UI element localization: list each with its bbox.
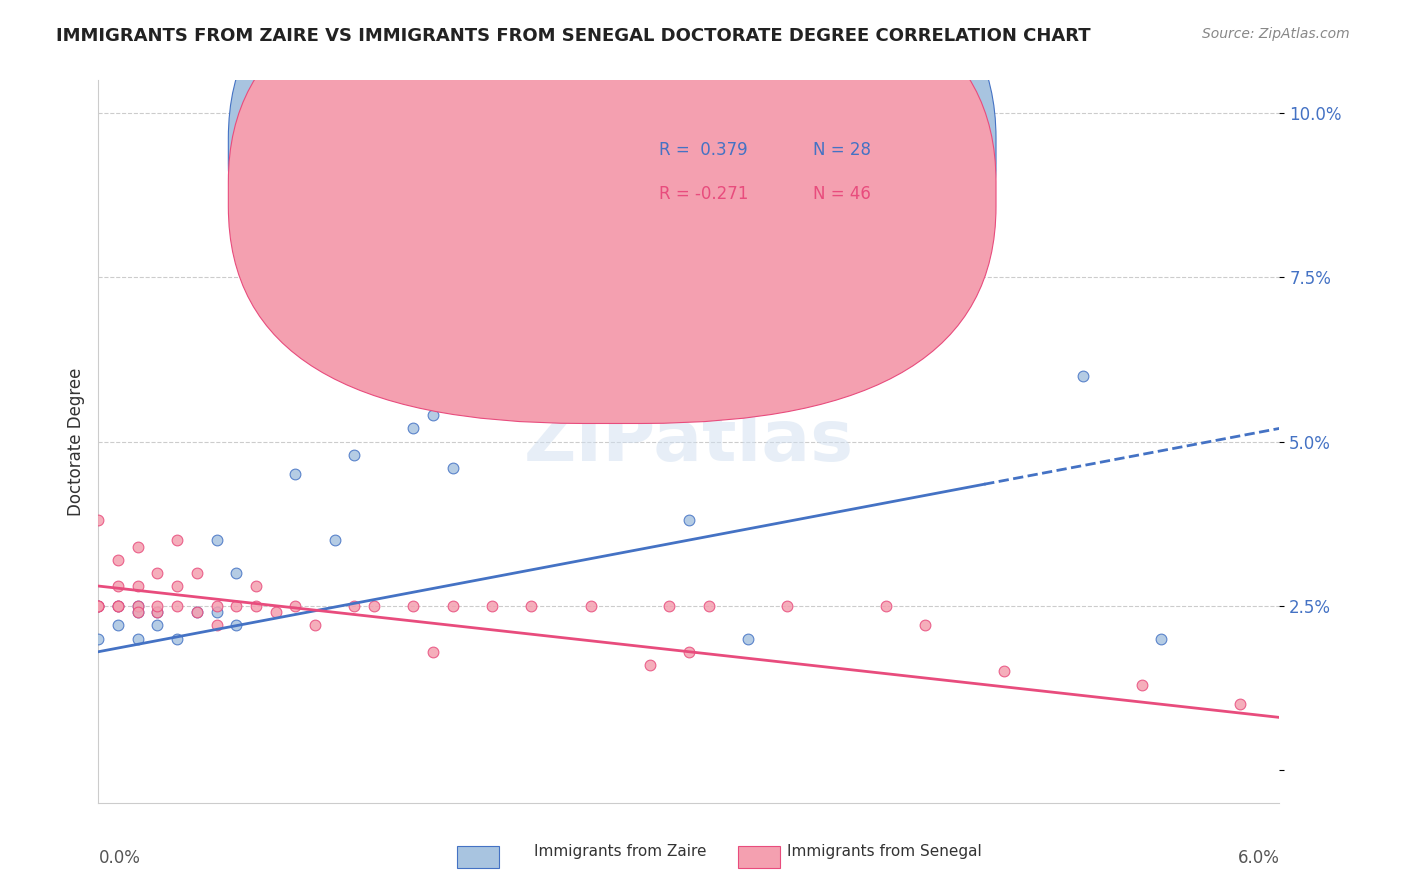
Point	[363, 599, 385, 613]
Point	[638, 657, 661, 672]
Point	[87, 599, 110, 613]
Point	[697, 599, 720, 613]
Point	[284, 599, 307, 613]
Point	[737, 632, 759, 646]
Point	[107, 599, 129, 613]
Text: 0.0%: 0.0%	[98, 849, 141, 867]
Point	[146, 605, 169, 619]
Text: Immigrants from Senegal: Immigrants from Senegal	[787, 845, 983, 859]
Text: R = -0.271: R = -0.271	[659, 185, 749, 202]
Point	[678, 645, 700, 659]
Point	[186, 566, 208, 580]
Point	[166, 599, 188, 613]
Point	[146, 605, 169, 619]
Text: Source: ZipAtlas.com: Source: ZipAtlas.com	[1202, 27, 1350, 41]
Point	[127, 540, 149, 554]
Point	[422, 645, 444, 659]
Point	[245, 579, 267, 593]
Bar	[457, 846, 499, 868]
Point	[560, 368, 582, 383]
Point	[146, 566, 169, 580]
FancyBboxPatch shape	[228, 0, 995, 424]
Point	[87, 599, 110, 613]
Point	[1229, 698, 1251, 712]
Point	[205, 599, 228, 613]
Point	[264, 605, 287, 619]
Point	[146, 618, 169, 632]
Point	[993, 665, 1015, 679]
Point	[245, 599, 267, 613]
Text: N = 46: N = 46	[813, 185, 870, 202]
Point	[441, 599, 464, 613]
Point	[127, 599, 149, 613]
Point	[87, 599, 110, 613]
Point	[127, 632, 149, 646]
Text: Immigrants from Zaire: Immigrants from Zaire	[534, 845, 707, 859]
Point	[186, 605, 208, 619]
Point	[343, 448, 366, 462]
Point	[166, 632, 188, 646]
Point	[402, 421, 425, 435]
Point	[107, 618, 129, 632]
Point	[205, 605, 228, 619]
Point	[481, 599, 503, 613]
Point	[225, 599, 247, 613]
Point	[914, 618, 936, 632]
Text: 6.0%: 6.0%	[1237, 849, 1279, 867]
Point	[166, 533, 188, 547]
Bar	[738, 846, 780, 868]
Point	[1150, 632, 1173, 646]
Point	[87, 599, 110, 613]
Text: IMMIGRANTS FROM ZAIRE VS IMMIGRANTS FROM SENEGAL DOCTORATE DEGREE CORRELATION CH: IMMIGRANTS FROM ZAIRE VS IMMIGRANTS FROM…	[56, 27, 1091, 45]
Point	[1071, 368, 1094, 383]
Point	[107, 553, 129, 567]
Point	[875, 599, 897, 613]
Point	[304, 618, 326, 632]
Point	[127, 599, 149, 613]
Point	[658, 599, 681, 613]
Point	[402, 599, 425, 613]
Point	[87, 632, 110, 646]
Point	[1130, 677, 1153, 691]
Point	[146, 599, 169, 613]
Point	[678, 513, 700, 527]
Point	[186, 605, 208, 619]
Point	[127, 605, 149, 619]
Point	[166, 579, 188, 593]
Y-axis label: Doctorate Degree: Doctorate Degree	[66, 368, 84, 516]
Point	[107, 579, 129, 593]
Point	[107, 599, 129, 613]
Point	[520, 599, 543, 613]
Point	[127, 605, 149, 619]
Point	[323, 533, 346, 547]
Point	[107, 599, 129, 613]
Point	[284, 467, 307, 482]
Point	[776, 599, 799, 613]
Point	[87, 513, 110, 527]
Point	[914, 152, 936, 166]
Point	[441, 460, 464, 475]
Point	[205, 533, 228, 547]
Point	[127, 579, 149, 593]
Point	[599, 336, 621, 351]
Text: N = 28: N = 28	[813, 141, 870, 160]
Point	[343, 599, 366, 613]
Point	[205, 618, 228, 632]
Point	[579, 599, 602, 613]
Point	[225, 618, 247, 632]
FancyBboxPatch shape	[547, 95, 949, 239]
Text: R =  0.379: R = 0.379	[659, 141, 748, 160]
FancyBboxPatch shape	[228, 0, 995, 380]
Text: ZIPatlas: ZIPatlas	[524, 407, 853, 476]
Point	[225, 566, 247, 580]
Point	[422, 409, 444, 423]
